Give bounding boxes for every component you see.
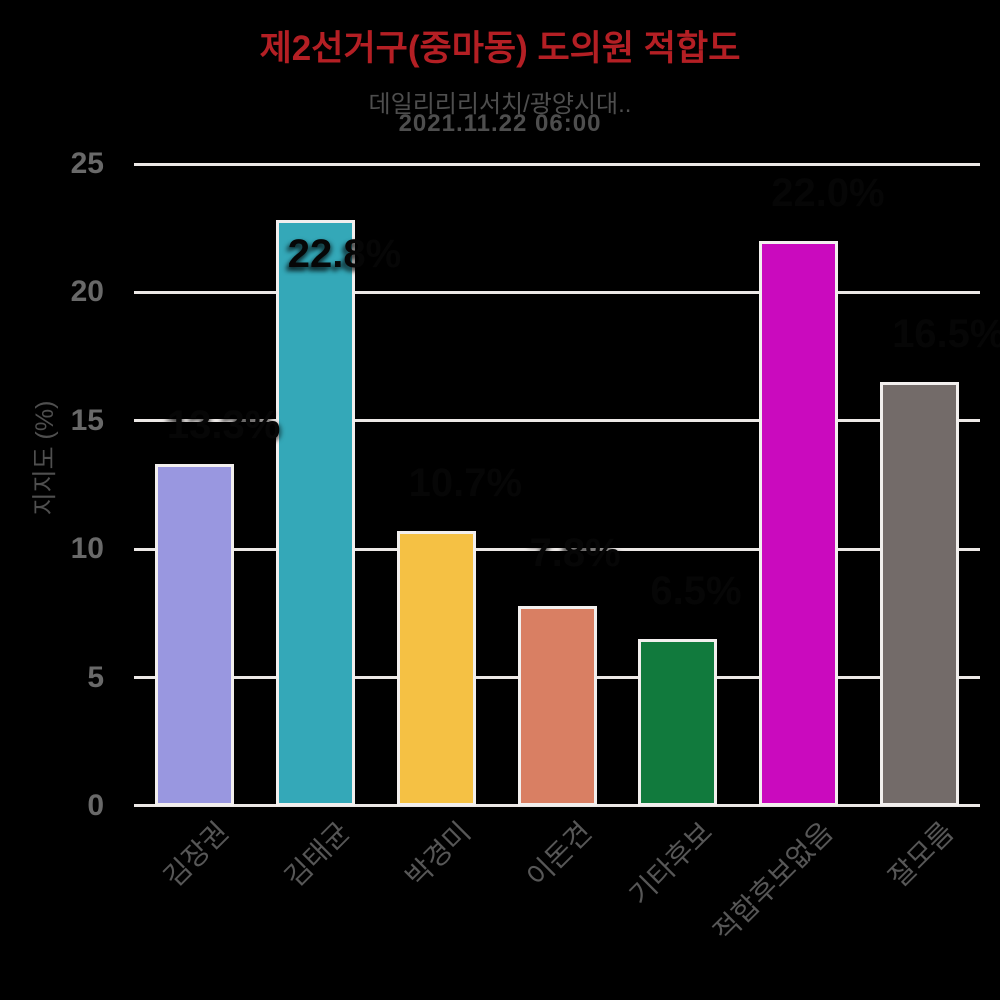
x-category-label-5: 적합후보없음: [707, 816, 839, 948]
y-tick-label-20: 20: [70, 275, 104, 309]
y-tick-label-15: 15: [70, 403, 104, 437]
bar-2: [396, 531, 476, 806]
value-label-5: 22.0%: [771, 171, 885, 216]
x-category-label-6: 잘모름: [883, 816, 960, 893]
bar-6: [880, 382, 960, 806]
value-label-0: 13.3%: [166, 403, 281, 448]
y-tick-label-25: 25: [70, 147, 104, 180]
bar-5: [759, 241, 839, 806]
x-category-label-0: 김장권: [158, 816, 235, 893]
chart-subtitle-source: 데일리리리서치/광양시대..: [368, 91, 632, 118]
y-tick-label-10: 10: [70, 532, 104, 566]
x-category-label-4: 기타후보: [623, 816, 719, 912]
x-category-label-1: 김태균: [278, 816, 356, 893]
x-category-label-2: 박경미: [399, 816, 477, 893]
bar-3: [517, 605, 597, 806]
value-label-3: 7.8%: [529, 530, 621, 575]
value-label-4: 6.5%: [650, 569, 742, 614]
gridline-15: [134, 419, 980, 423]
x-category-label-3: 이돈견: [520, 816, 598, 893]
gridline-20: [134, 290, 980, 294]
value-label-2: 10.7%: [408, 461, 523, 506]
y-axis-title: 지지도 (%): [31, 400, 59, 516]
y-tick-label-0: 0: [87, 789, 104, 822]
gridline-10: [134, 547, 980, 551]
chart-title: 제2선거구(중마동) 도의원 적합도: [259, 29, 741, 68]
bar-1: [275, 220, 355, 806]
value-label-1: 22.8%: [287, 232, 402, 277]
plot-area: 13.3% 22.8% 10.7% 7.8% 6.5% 22.0% 16.5%: [134, 162, 1000, 807]
gridline-25: [134, 162, 980, 166]
bar-0: [154, 464, 234, 806]
value-label-6: 16.5%: [892, 312, 1000, 357]
chart-subtitle-datetime: 2021.11.22 06:00: [398, 110, 602, 137]
bar-4: [638, 639, 718, 806]
y-tick-label-5: 5: [87, 660, 104, 694]
